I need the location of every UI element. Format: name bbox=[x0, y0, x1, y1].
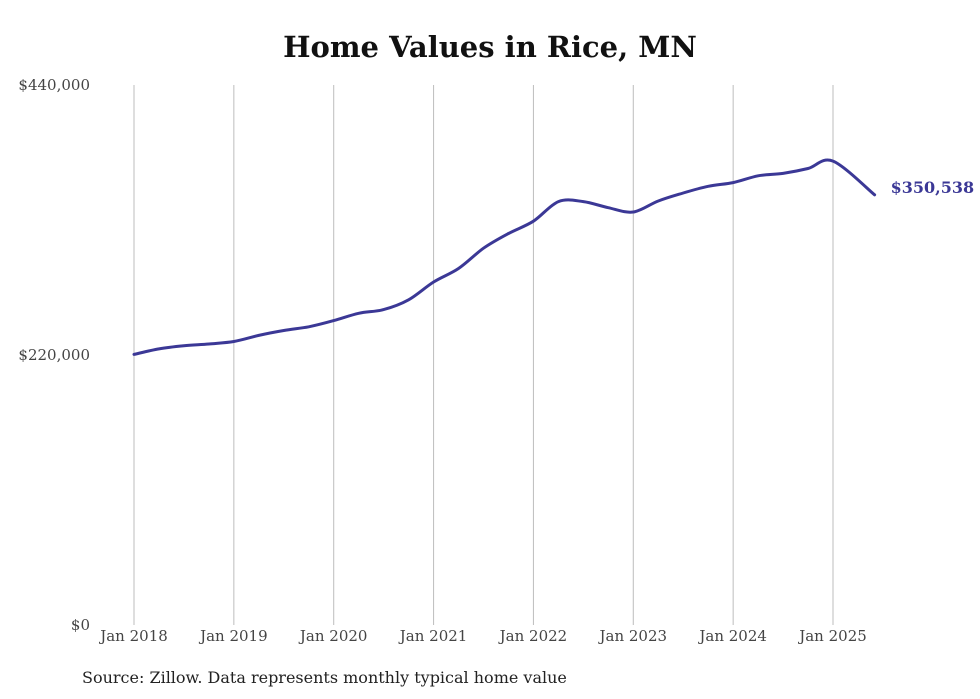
y-axis: $0 $220,000 $440,000 bbox=[18, 76, 90, 634]
x-tick-label: Jan 2021 bbox=[398, 627, 468, 645]
y-tick-label: $0 bbox=[71, 616, 90, 634]
home-value-line bbox=[132, 158, 877, 356]
x-tick-label: Jan 2020 bbox=[298, 627, 368, 645]
x-tick-label: Jan 2023 bbox=[598, 627, 668, 645]
x-tick-label: Jan 2025 bbox=[797, 627, 867, 645]
x-tick-label: Jan 2019 bbox=[198, 627, 268, 645]
y-tick-label: $440,000 bbox=[18, 76, 90, 94]
x-tick-label: Jan 2024 bbox=[697, 627, 767, 645]
y-tick-label: $220,000 bbox=[18, 346, 90, 364]
end-value-label: $350,538 bbox=[891, 178, 975, 197]
x-axis: Jan 2018 Jan 2019 Jan 2020 Jan 2021 Jan 2022… bbox=[98, 627, 867, 645]
source-note: Source: Zillow. Data represents monthly … bbox=[82, 668, 567, 687]
gridlines bbox=[133, 85, 834, 625]
x-tick-label: Jan 2022 bbox=[498, 627, 568, 645]
chart-title: Home Values in Rice, MN bbox=[283, 30, 697, 64]
x-tick-label: Jan 2018 bbox=[98, 627, 168, 645]
